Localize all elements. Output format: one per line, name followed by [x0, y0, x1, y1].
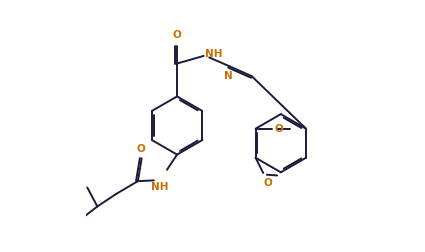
- Text: NH: NH: [205, 48, 222, 58]
- Text: N: N: [224, 71, 233, 81]
- Text: NH: NH: [151, 181, 169, 191]
- Text: O: O: [274, 124, 283, 134]
- Text: O: O: [264, 177, 272, 187]
- Text: O: O: [137, 143, 145, 153]
- Text: O: O: [173, 30, 181, 40]
